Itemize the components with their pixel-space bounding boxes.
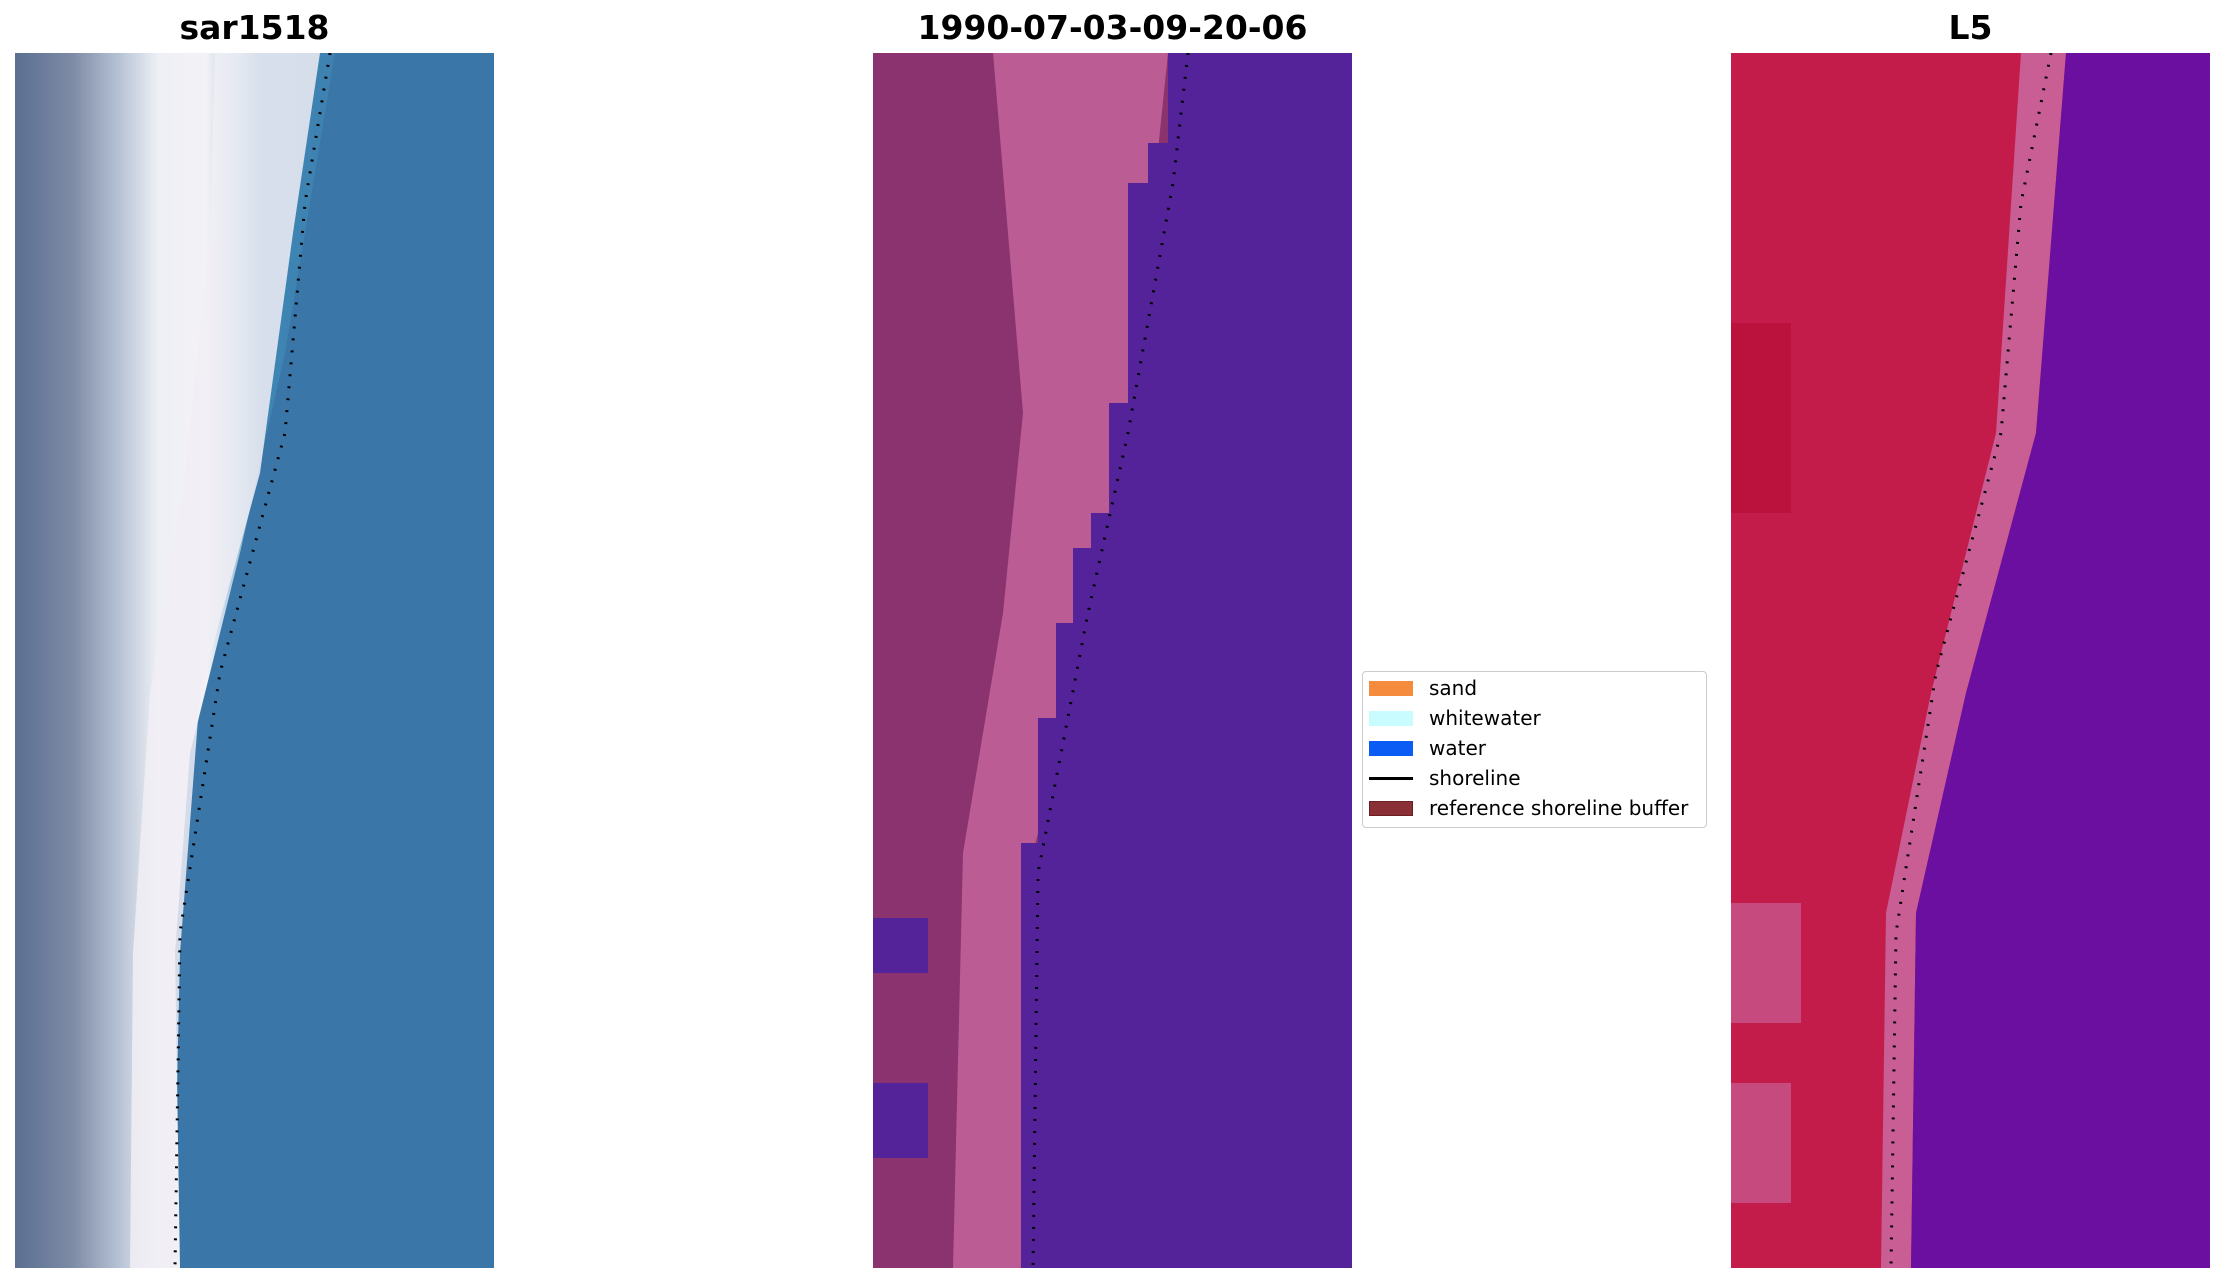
index-transition-band bbox=[1881, 53, 2066, 1268]
index-light-patch bbox=[1731, 903, 1801, 1023]
legend-swatch-sand bbox=[1369, 680, 1413, 696]
legend-label: water bbox=[1429, 736, 1486, 760]
legend-item-reference-buffer: reference shoreline buffer bbox=[1369, 795, 1688, 821]
class-water-patch bbox=[873, 1083, 928, 1158]
legend: sand whitewater water shoreline referenc… bbox=[1362, 671, 1707, 828]
legend-label: shoreline bbox=[1429, 766, 1521, 790]
index-dark-patch bbox=[1731, 323, 1791, 513]
sar-water-area bbox=[175, 53, 494, 1268]
sar-image-panel bbox=[15, 53, 494, 1268]
sar-foam-band bbox=[130, 53, 320, 1268]
panel-title-2: 1990-07-03-09-20-06 bbox=[917, 8, 1308, 47]
class-water-area bbox=[1021, 53, 1352, 1268]
index-light-patch bbox=[1731, 1083, 1791, 1203]
legend-item-sand: sand bbox=[1369, 675, 1477, 701]
legend-swatch-whitewater bbox=[1369, 710, 1413, 726]
legend-line-shoreline bbox=[1369, 776, 1413, 780]
index-water-area bbox=[1911, 53, 2210, 1268]
legend-item-water: water bbox=[1369, 735, 1486, 761]
legend-swatch-reference-buffer bbox=[1369, 800, 1413, 816]
legend-item-shoreline: shoreline bbox=[1369, 765, 1521, 791]
legend-label: reference shoreline buffer bbox=[1429, 796, 1689, 820]
shoreline-line bbox=[1031, 53, 1190, 1268]
legend-item-whitewater: whitewater bbox=[1369, 705, 1541, 731]
sar-image bbox=[15, 53, 494, 1268]
panel-title-3: L5 bbox=[1948, 8, 1993, 47]
legend-swatch-water bbox=[1369, 740, 1413, 756]
class-water-patch bbox=[873, 918, 928, 973]
legend-label: whitewater bbox=[1429, 706, 1541, 730]
legend-label: sand bbox=[1429, 676, 1478, 700]
index-image-panel bbox=[1731, 53, 2210, 1268]
panel-title-1: sar1518 bbox=[179, 8, 330, 47]
index-image bbox=[1731, 53, 2210, 1268]
classified-image bbox=[873, 53, 1352, 1268]
classified-image-panel bbox=[873, 53, 1352, 1268]
